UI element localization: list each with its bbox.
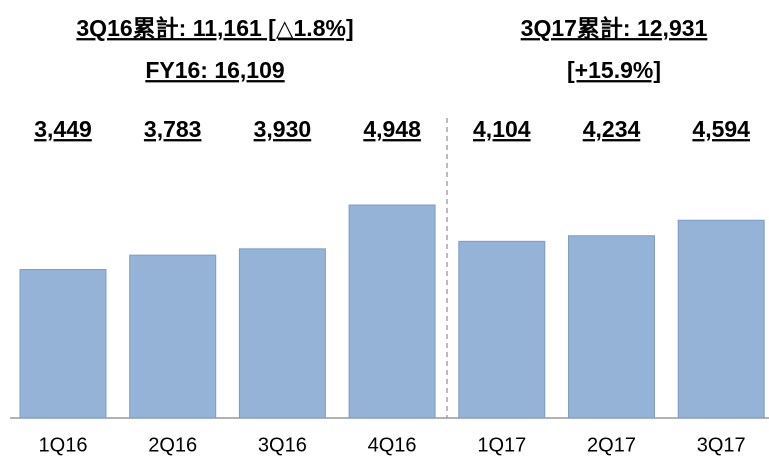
bar <box>458 240 546 419</box>
value-label: 4,104 <box>473 116 531 142</box>
annotation: 3Q16累計: 11,161 [△1.8%] <box>76 15 353 41</box>
value-label: 4,594 <box>692 116 750 142</box>
value-label: 3,449 <box>34 116 92 142</box>
x-tick-label: 2Q17 <box>587 434 636 456</box>
x-tick-label: 1Q16 <box>39 434 88 456</box>
x-tick-label: 3Q16 <box>258 434 307 456</box>
bar <box>677 219 765 419</box>
bar <box>19 269 107 419</box>
bar <box>238 248 326 419</box>
value-label: 4,948 <box>363 116 421 142</box>
x-tick-label: 1Q17 <box>477 434 526 456</box>
x-tick-label: 2Q16 <box>148 434 197 456</box>
value-label: 3,783 <box>144 116 202 142</box>
value-label: 3,930 <box>254 116 312 142</box>
x-tick-label: 3Q17 <box>697 434 746 456</box>
annotation: [+15.9%] <box>567 57 661 83</box>
bar <box>568 235 655 419</box>
annotation: 3Q17累計: 12,931 <box>521 15 708 41</box>
x-tick-label: 4Q16 <box>368 434 417 456</box>
value-label: 4,234 <box>583 116 641 142</box>
bar <box>348 204 436 419</box>
annotation: FY16: 16,109 <box>145 57 284 83</box>
bar <box>129 254 217 419</box>
